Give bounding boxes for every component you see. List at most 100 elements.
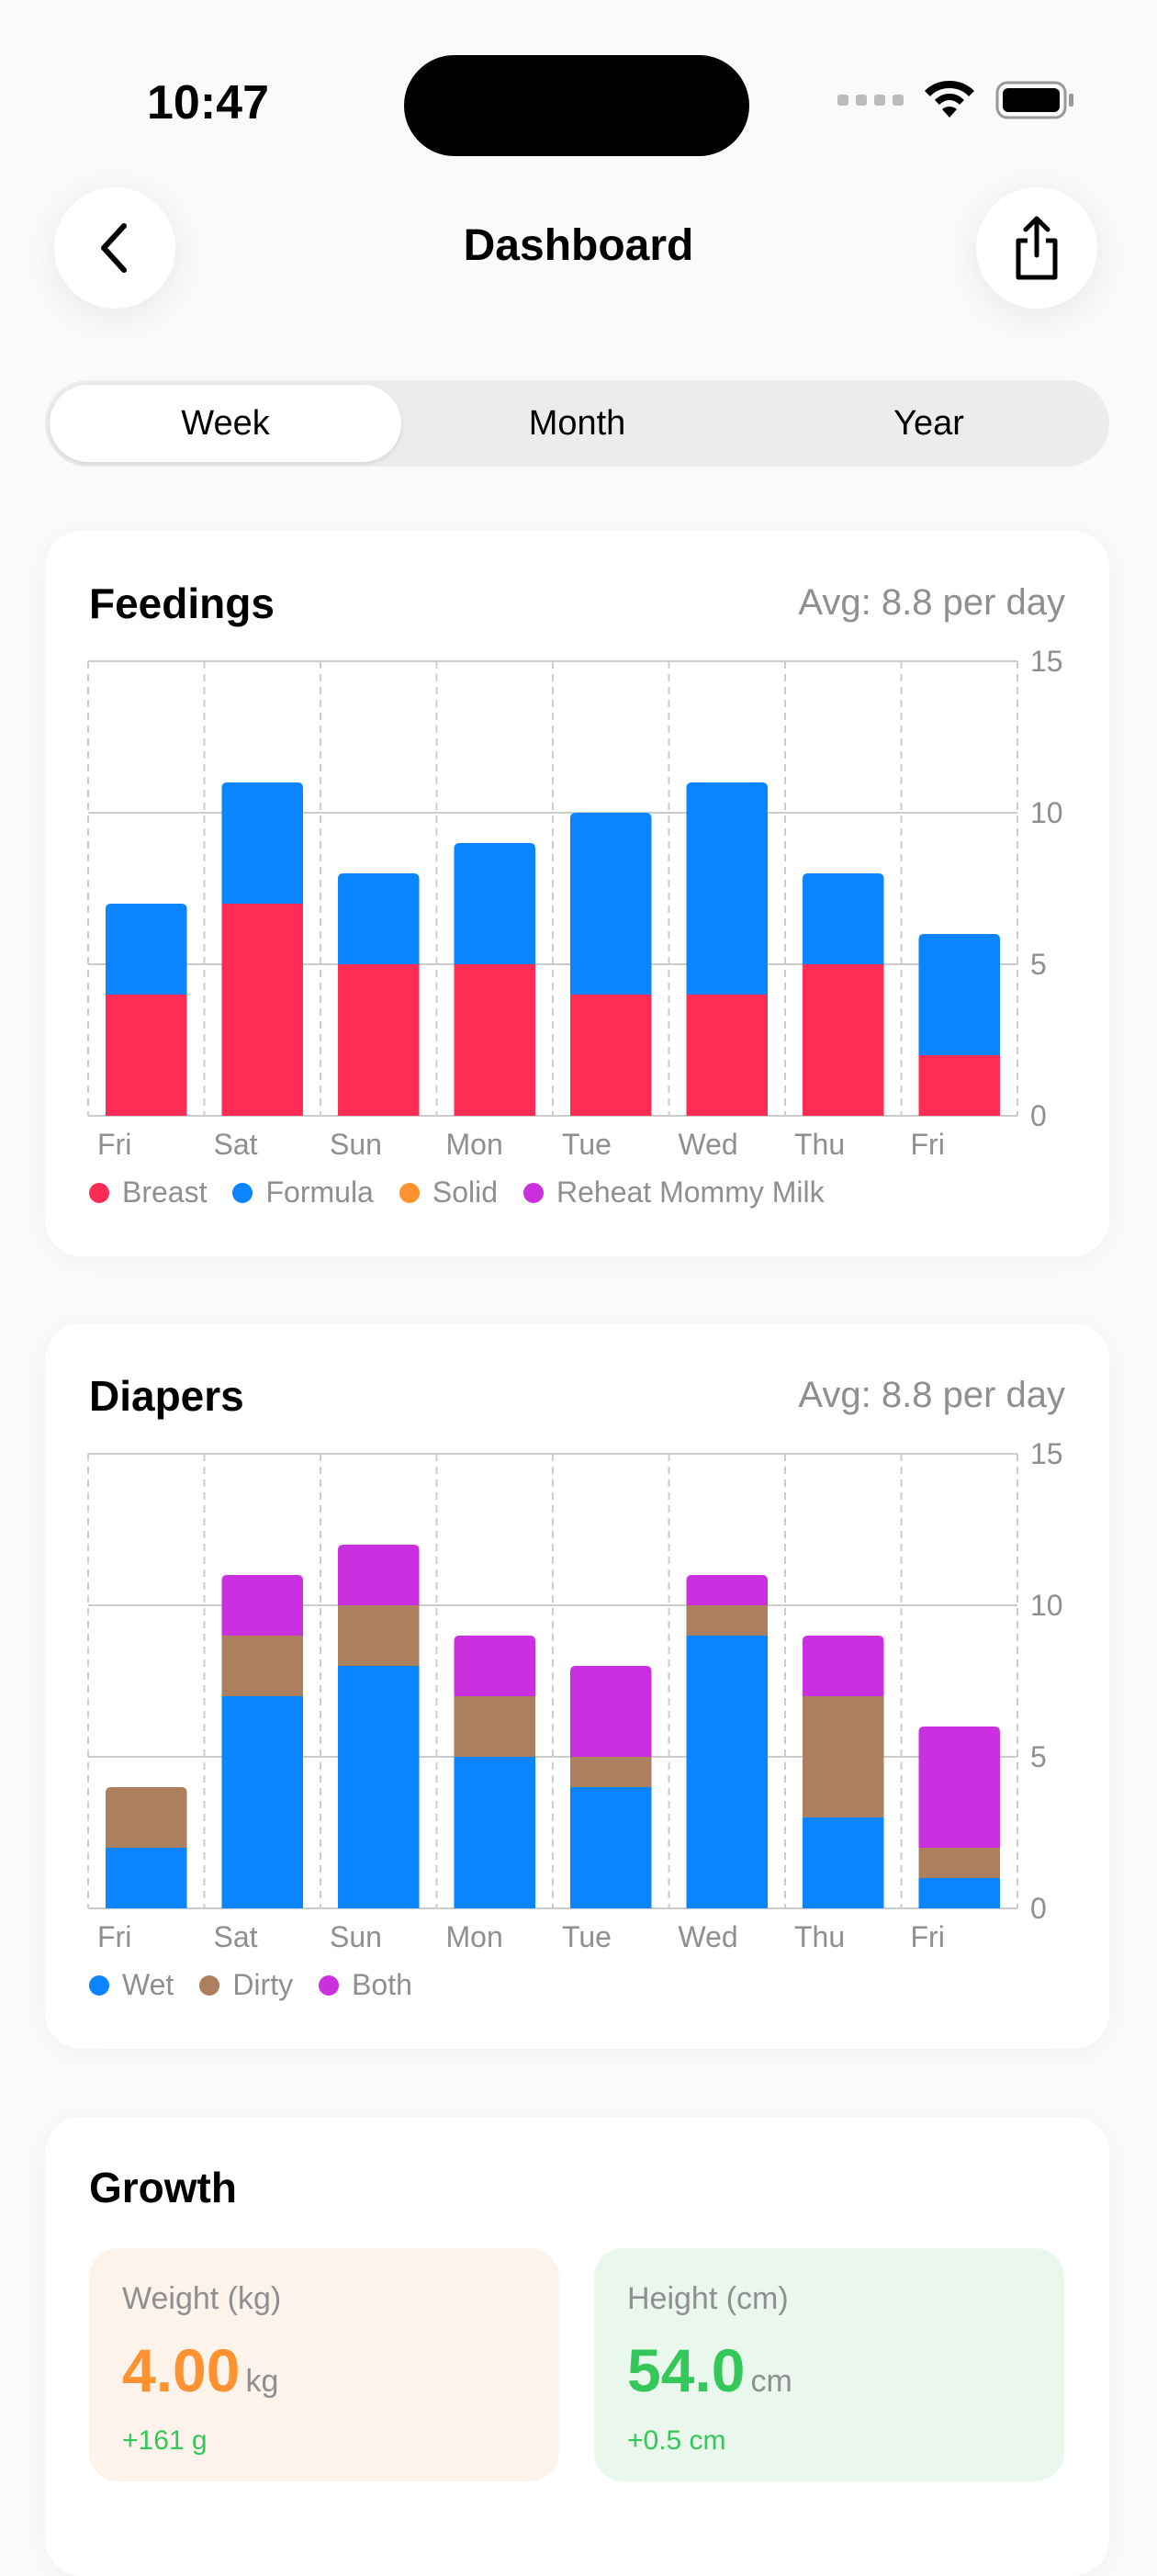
legend-dot-icon	[319, 1974, 340, 1996]
weight-value: 4.00	[122, 2336, 241, 2404]
bar-segment-both	[686, 1575, 768, 1605]
diapers-average: Avg: 8.8 per day	[798, 1375, 1065, 1415]
wifi-icon	[925, 81, 974, 118]
legend-label: Solid	[432, 1176, 498, 1209]
legend-label: Both	[352, 1968, 412, 2001]
bar-segment-breast	[686, 995, 768, 1116]
weight-delta: +161 g	[122, 2425, 208, 2456]
bar-segment-both	[570, 1666, 652, 1757]
battery-icon	[995, 81, 1073, 119]
height-label: Height (cm)	[627, 2281, 789, 2316]
bar-segment-dirty	[918, 1848, 1000, 1878]
x-tick-label: Wed	[679, 1128, 738, 1161]
weight-unit: kg	[245, 2364, 279, 2399]
bar-segment-breast	[338, 964, 420, 1116]
feedings-legend: Breast Formula Solid Reheat Mommy Milk	[89, 1176, 825, 1209]
bar-segment-formula	[454, 843, 535, 964]
x-tick-label: Sun	[330, 1920, 382, 1953]
period-segmented-control: Week Month Year	[45, 380, 1109, 467]
diapers-legend: Wet Dirty Both	[89, 1968, 412, 2002]
x-tick-label: Thu	[794, 1128, 845, 1161]
page-title: Dashboard	[463, 221, 694, 270]
x-tick-label: Mon	[446, 1920, 503, 1953]
dynamic-island	[404, 55, 749, 156]
cellular-icon	[837, 95, 904, 106]
y-tick-label: 10	[1030, 796, 1063, 829]
bar-segment-dirty	[686, 1605, 768, 1636]
y-tick-label: 5	[1030, 1740, 1047, 1773]
legend-dot-icon	[89, 1974, 109, 1996]
legend-item: Formula	[232, 1176, 374, 1209]
weight-label: Weight (kg)	[122, 2281, 282, 2316]
legend-item: Breast	[89, 1176, 207, 1209]
x-tick-label: Tue	[562, 1920, 612, 1953]
bar-segment-dirty	[106, 1787, 187, 1848]
status-time: 10:47	[147, 76, 269, 129]
y-tick-label: 5	[1030, 948, 1047, 981]
bar-segment-formula	[918, 934, 1000, 1055]
growth-card: Growth Weight (kg) 4.00 kg +161 g Height …	[45, 2117, 1109, 2576]
bar-segment-wet	[454, 1757, 535, 1908]
diapers-title: Diapers	[89, 1372, 244, 1420]
bar-segment-both	[918, 1727, 1000, 1848]
bar-segment-breast	[918, 1055, 1000, 1116]
diapers-chart: 0 5 10 15 Fri Sat Sun Mon Tue Wed Thu Fri	[87, 1437, 1063, 1953]
y-tick-label: 0	[1030, 1099, 1047, 1132]
bar-segment-wet	[106, 1848, 187, 1908]
tab-year[interactable]: Year	[893, 403, 964, 443]
status-icons	[837, 81, 1074, 119]
bar-segment-formula	[686, 782, 768, 995]
bar-segment-dirty	[338, 1605, 420, 1666]
bar-segment-formula	[221, 782, 303, 904]
bar-segment-formula	[106, 904, 187, 995]
bar-segment-breast	[106, 995, 187, 1116]
feedings-card: Feedings Avg: 8.8 per day 0 5 10 15 Fri Sat Su…	[45, 531, 1109, 1256]
bar-segment-dirty	[803, 1696, 884, 1817]
tab-month[interactable]: Month	[528, 403, 626, 443]
x-tick-label: Tue	[562, 1128, 612, 1161]
back-button[interactable]	[54, 187, 175, 309]
bar-segment-both	[454, 1636, 535, 1696]
legend-item: Reheat Mommy Milk	[523, 1176, 825, 1209]
x-tick-label: Mon	[446, 1128, 503, 1161]
height-tile[interactable]: Height (cm) 54.0 cm +0.5 cm	[594, 2248, 1064, 2481]
bar-segment-wet	[570, 1787, 652, 1908]
bar-segment-both	[338, 1545, 420, 1605]
share-button[interactable]	[976, 187, 1097, 309]
x-tick-label: Sun	[330, 1128, 382, 1161]
bar-segment-wet	[803, 1817, 884, 1908]
bar-segment-formula	[803, 873, 884, 964]
y-tick-label: 0	[1030, 1892, 1047, 1925]
x-tick-label: Fri	[911, 1920, 945, 1953]
bar-segment-wet	[918, 1878, 1000, 1908]
x-tick-label: Fri	[97, 1920, 131, 1953]
x-tick-label: Thu	[794, 1920, 845, 1953]
tab-week[interactable]: Week	[50, 385, 401, 462]
bar-segment-breast	[454, 964, 535, 1116]
bar-segment-dirty	[454, 1696, 535, 1757]
legend-dot-icon	[89, 1182, 109, 1203]
height-delta: +0.5 cm	[627, 2425, 726, 2456]
x-tick-label: Sat	[214, 1920, 258, 1953]
share-icon	[1016, 216, 1058, 280]
weight-tile[interactable]: Weight (kg) 4.00 kg +161 g	[89, 2248, 559, 2481]
legend-dot-icon	[399, 1182, 420, 1203]
feedings-chart: 0 5 10 15 Fri Sat Sun Mon Tue Wed Thu Fri	[87, 645, 1063, 1161]
legend-label: Breast	[122, 1176, 208, 1209]
x-tick-label: Fri	[97, 1128, 131, 1161]
bar-segment-both	[221, 1575, 303, 1636]
bar-segment-both	[803, 1636, 884, 1696]
bar-segment-breast	[570, 995, 652, 1116]
bar-segment-breast	[221, 904, 303, 1116]
y-tick-label: 15	[1030, 645, 1063, 678]
y-tick-label: 15	[1030, 1437, 1063, 1470]
y-tick-label: 10	[1030, 1589, 1063, 1622]
feedings-average: Avg: 8.8 per day	[798, 582, 1065, 623]
bar-segment-formula	[338, 873, 420, 964]
growth-title: Growth	[89, 2164, 237, 2211]
legend-label: Formula	[265, 1176, 374, 1209]
legend-label: Wet	[122, 1968, 174, 2001]
legend-label: Dirty	[232, 1968, 294, 2001]
legend-item: Wet	[89, 1968, 174, 2002]
bar-segment-wet	[338, 1666, 420, 1908]
